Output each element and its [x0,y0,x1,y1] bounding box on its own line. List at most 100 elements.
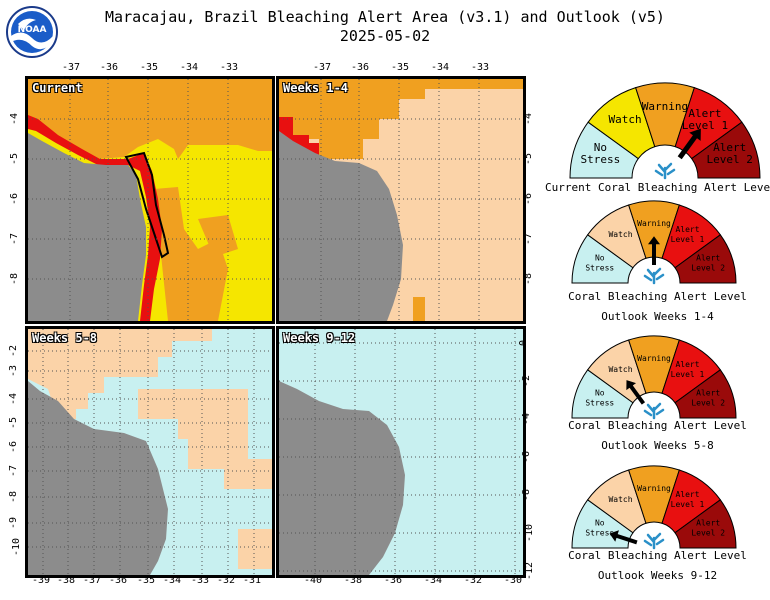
gauge-label-watch: Watch [608,495,632,504]
gauge-label-no_stress: No Stress [580,141,620,166]
map-panel-weeks-9-12: Weeks 9-12 [276,326,526,578]
y-tick-label: -9 [8,516,20,530]
y-tick-label: -5 [9,152,21,166]
gauge-label-alert1: Alert Level 1 [682,107,728,132]
gauge-label-warning: Warning [637,484,671,493]
coral-icon [643,402,665,420]
y-tick-label: -7 [9,232,21,246]
gauge-segment-alert2 [674,369,737,419]
x-tick-label: -36 [384,575,403,586]
x-tick-label: -35 [140,62,159,73]
gauge-segment-alert2 [690,121,761,179]
gauge-caption: Coral Bleaching Alert Level [568,290,747,303]
coral-icon [643,532,665,550]
y-tick-label: -4 [523,112,535,126]
map-weeks-5-8 [28,329,272,575]
y-tick-label: -3 [8,364,20,378]
gauge-label-no_stress: No Stress [585,518,614,537]
x-tick-label: -37 [313,62,332,73]
noaa-logo: NOAA [6,6,58,58]
x-tick-label: -35 [137,575,156,586]
x-tick-label: -38 [344,575,363,586]
gauge-label-no_stress: No Stress [585,388,614,407]
y-tick-label: -7 [8,464,20,478]
y-tick-label: -6 [523,192,535,206]
y-tick-label: -2 [521,374,533,388]
y-tick-label: -4 [521,412,533,426]
x-tick-label: -34 [180,62,199,73]
panel-label-weeks-1-4: Weeks 1-4 [283,81,349,95]
gauge-label-watch: Watch [608,365,632,374]
gauge-caption: Coral Bleaching Alert Level [568,549,747,562]
panel-label-weeks-5-8: Weeks 5-8 [32,331,98,345]
gauge-label-watch: Watch [608,230,632,239]
y-tick-label: -5 [8,416,20,430]
gauge-label-alert2: Alert Level 2 [691,253,725,272]
gauge-label-warning: Warning [642,100,688,113]
y-tick-label: -6 [521,450,533,464]
gauge-caption: Current Coral Bleaching Alert Level [545,181,770,194]
y-tick-label: -7 [523,232,535,246]
gauge-segment-alert2 [674,234,737,284]
x-tick-label: -34 [163,575,182,586]
y-tick-label: -12 [524,561,536,581]
x-tick-label: -30 [504,575,523,586]
gauge-caption-period: Outlook Weeks 9-12 [597,569,718,582]
gauge-label-watch: Watch [608,113,641,126]
gauge-label-alert2: Alert Level 2 [691,518,725,537]
gauge-label-alert2: Alert Level 2 [706,141,752,166]
gauge-label-alert1: Alert Level 1 [671,225,705,244]
y-tick-label: -5 [523,152,535,166]
x-tick-label: -33 [220,62,239,73]
x-tick-label: -40 [304,575,323,586]
gauge-label-alert1: Alert Level 1 [671,360,705,379]
x-tick-label: -34 [424,575,443,586]
y-tick-label: -8 [8,490,20,504]
gauge-label-alert2: Alert Level 2 [691,388,725,407]
x-tick-label: -37 [62,62,81,73]
page-title: Maracajau, Brazil Bleaching Alert Area (… [105,8,665,26]
gauge-label-no_stress: No Stress [585,253,614,272]
gauge-label-warning: Warning [637,219,671,228]
x-tick-label: -36 [109,575,128,586]
panel-label-weeks-9-12: Weeks 9-12 [283,331,356,345]
gauge-segment-alert2 [674,499,737,549]
y-tick-label: -6 [8,440,20,454]
y-tick-label: -10 [11,537,23,557]
gauge-needle-arrow [677,128,701,160]
x-tick-label: -33 [191,575,210,586]
x-tick-label: -39 [32,575,51,586]
logo-text: NOAA [18,25,47,35]
page-date: 2025-05-02 [339,27,431,45]
y-tick-label: -8 [9,272,21,286]
gauge-caption-period: Outlook Weeks 5-8 [601,439,714,452]
x-tick-label: -38 [57,575,76,586]
map-panel-weeks-1-4: Weeks 1-4 [276,76,526,324]
coral-icon [654,162,676,180]
map-current [28,79,272,321]
x-tick-label: -34 [431,62,450,73]
map-panel-weeks-5-8: Weeks 5-8 [25,326,275,578]
y-tick-label: 0 [518,339,530,347]
gauge-caption: Coral Bleaching Alert Level [568,419,747,432]
y-tick-label: -6 [9,192,21,206]
gauge-label-alert1: Alert Level 1 [671,490,705,509]
x-tick-label: -32 [217,575,236,586]
gauge-label-warning: Warning [637,354,671,363]
x-tick-label: -33 [471,62,490,73]
x-tick-label: -32 [464,575,483,586]
y-tick-label: -4 [8,392,20,406]
panel-label-current: Current [32,81,83,95]
x-tick-label: -37 [83,575,102,586]
y-tick-label: -4 [9,112,21,126]
gauge-needle-arrow [648,236,660,265]
map-weeks-9-12 [279,329,523,575]
y-tick-label: -8 [521,488,533,502]
gauge-caption-period: Outlook Weeks 1-4 [601,310,714,323]
x-tick-label: -36 [351,62,370,73]
x-tick-label: -36 [100,62,119,73]
